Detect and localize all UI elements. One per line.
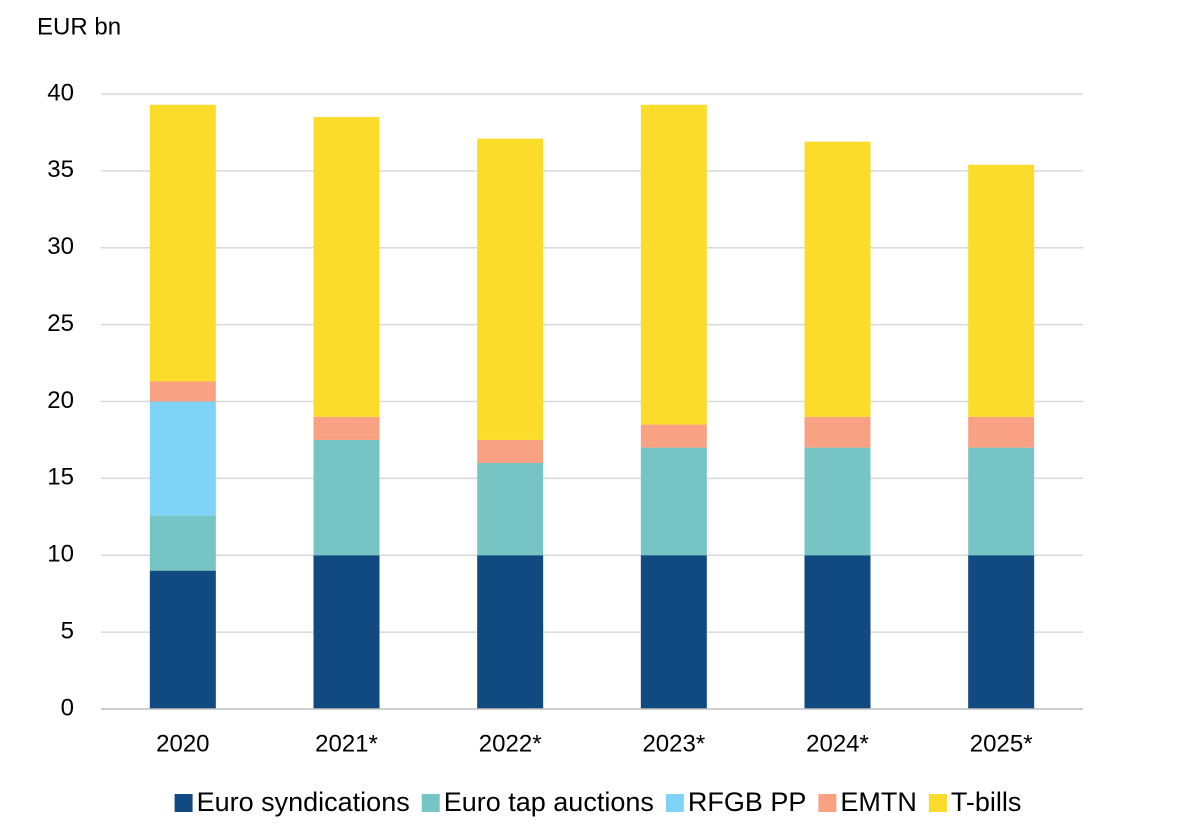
x-tick-label: 2024* (806, 730, 869, 757)
y-tick-label: 20 (47, 387, 74, 414)
bar-segment (640, 424, 707, 448)
y-tick-label: 0 (61, 694, 74, 721)
y-tick-label: 15 (47, 464, 74, 491)
bar-segment (968, 555, 1035, 709)
bar-segment (640, 555, 707, 709)
legend-label: Euro syndications (197, 787, 410, 817)
legend-label: RFGB PP (688, 787, 807, 817)
y-tick-label: 25 (47, 310, 74, 337)
bar-segment (313, 117, 380, 417)
x-tick-label: 2021* (315, 730, 378, 757)
legend-swatch (421, 794, 440, 812)
x-tick-label: 2022* (479, 730, 542, 757)
bar-segment (313, 439, 380, 556)
bar-segment (640, 447, 707, 556)
y-tick-label: 5 (61, 617, 74, 644)
legend-swatch (928, 794, 947, 812)
legend-swatch (818, 794, 837, 812)
y-tick-label: 40 (47, 79, 74, 106)
bar-segment (149, 570, 216, 709)
legend-label: T-bills (951, 787, 1022, 817)
y-axis-label: EUR bn (37, 13, 121, 40)
bar-segment (968, 164, 1035, 417)
bar-segment (804, 447, 871, 556)
bar-segment (804, 555, 871, 709)
bar-segment (149, 381, 216, 402)
bar-segment (804, 141, 871, 417)
bar-segment (804, 416, 871, 448)
bar-segment (477, 439, 544, 463)
bar-segment (640, 104, 707, 425)
y-tick-label: 10 (47, 541, 74, 568)
bar-segment (968, 416, 1035, 448)
bar-segment (149, 104, 216, 382)
x-tick-label: 2025* (970, 730, 1033, 757)
y-tick-label: 30 (47, 233, 74, 260)
bar-segment (149, 515, 216, 571)
bar-segment (477, 138, 544, 440)
bar-segment (313, 555, 380, 709)
x-tick-label: 2020 (156, 730, 209, 757)
legend-swatch (174, 794, 193, 812)
y-tick-label: 35 (47, 156, 74, 183)
bar-segment (968, 447, 1035, 556)
legend-swatch (665, 794, 684, 812)
bar-segment (477, 463, 544, 556)
bar-segment (313, 416, 380, 440)
legend-label: EMTN (840, 787, 917, 817)
bar-segment (477, 555, 544, 709)
bar-segment (149, 401, 216, 516)
legend-label: Euro tap auctions (444, 787, 654, 817)
x-tick-label: 2023* (642, 730, 705, 757)
